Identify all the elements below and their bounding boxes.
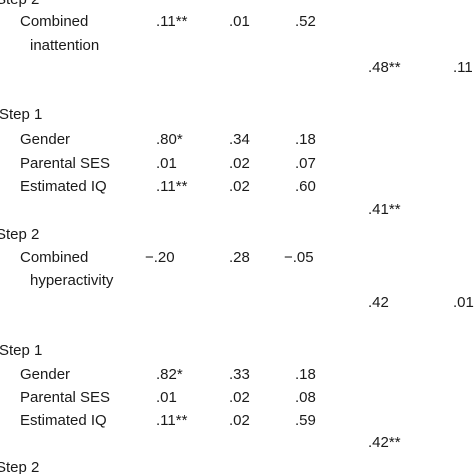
beta-value: .52 bbox=[295, 13, 316, 30]
b-value: .11** bbox=[156, 178, 188, 195]
row-label: Estimated IQ bbox=[20, 178, 107, 195]
row-label: Parental SES bbox=[20, 155, 111, 172]
row-label: Step 1 bbox=[0, 342, 43, 359]
row-label: Estimated IQ bbox=[20, 412, 107, 429]
r2-value: .48** bbox=[368, 59, 401, 76]
row-label: Step 2 bbox=[0, 226, 40, 243]
row-label: Step 1 bbox=[0, 106, 43, 123]
se-value: .34 bbox=[229, 131, 250, 148]
r2-value: .42 bbox=[368, 294, 389, 311]
b-value: .82* bbox=[156, 366, 183, 383]
se-value: .28 bbox=[229, 249, 250, 266]
b-value: .80* bbox=[156, 131, 183, 148]
beta-value: .59 bbox=[295, 412, 316, 429]
beta-value: .07 bbox=[295, 155, 316, 172]
delta-r2-value: .01 bbox=[453, 294, 474, 311]
b-value: .01 bbox=[156, 389, 177, 406]
delta-r2-value: .11 bbox=[453, 59, 473, 76]
se-value: .02 bbox=[229, 178, 250, 195]
se-value: .33 bbox=[229, 366, 250, 383]
beta-value: −.05 bbox=[284, 249, 314, 266]
b-value: .11** bbox=[156, 13, 188, 30]
row-label: inattention bbox=[30, 37, 100, 54]
se-value: .02 bbox=[229, 155, 250, 172]
row-label: Parental SES bbox=[20, 389, 111, 406]
row-label: Step 2 bbox=[0, 459, 40, 474]
row-label: Step 2 bbox=[0, 0, 39, 9]
r2-value: .42** bbox=[368, 434, 401, 451]
b-value: .01 bbox=[156, 155, 177, 172]
row-label: Gender bbox=[20, 131, 71, 148]
b-value: .11** bbox=[156, 412, 188, 429]
se-value: .01 bbox=[229, 13, 250, 30]
beta-value: .18 bbox=[295, 131, 316, 148]
beta-value: .60 bbox=[295, 178, 316, 195]
r2-value: .41** bbox=[368, 201, 401, 218]
row-label: Combined bbox=[20, 249, 89, 266]
beta-value: .18 bbox=[295, 366, 316, 383]
row-label: hyperactivity bbox=[30, 272, 114, 289]
row-label: Combined bbox=[20, 13, 89, 30]
beta-value: .08 bbox=[295, 389, 316, 406]
se-value: .02 bbox=[229, 389, 250, 406]
b-value: −.20 bbox=[145, 249, 175, 266]
se-value: .02 bbox=[229, 412, 250, 429]
row-label: Gender bbox=[20, 366, 71, 383]
